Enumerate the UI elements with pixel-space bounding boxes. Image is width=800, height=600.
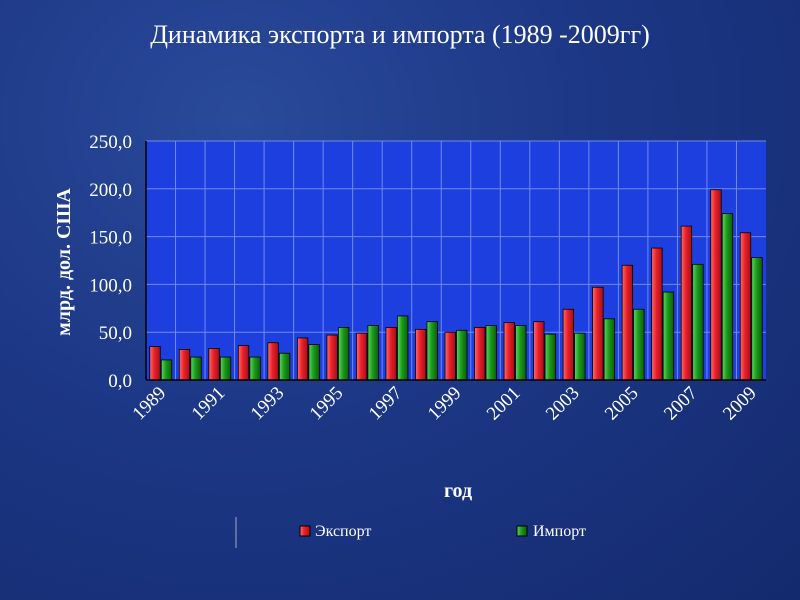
x-tick-label: 2007 xyxy=(660,383,702,425)
legend: Экспорт Импорт xyxy=(299,523,586,540)
bar-export xyxy=(474,327,486,381)
bar-export xyxy=(592,286,604,381)
bar-import xyxy=(249,356,261,381)
bar-import xyxy=(190,356,202,381)
legend-swatch-export xyxy=(299,525,311,537)
bars xyxy=(149,189,763,381)
x-tick-label: 1993 xyxy=(247,383,289,425)
y-tick-label: 150,0 xyxy=(89,228,132,249)
bar-import xyxy=(397,315,409,381)
x-tick-label: 2003 xyxy=(542,383,584,425)
bar-export xyxy=(739,232,752,381)
bar-export xyxy=(237,345,250,381)
bar-import xyxy=(721,213,734,381)
bar-import xyxy=(367,325,379,381)
bar-import xyxy=(485,325,497,381)
bar-export xyxy=(562,308,574,381)
y-tick-label: 200,0 xyxy=(89,180,132,201)
x-axis-title: год xyxy=(444,480,472,502)
slide-title: Динамика экспорта и импорта (1989 -2009г… xyxy=(150,20,650,49)
bar-export xyxy=(326,334,338,381)
bar-import xyxy=(574,332,586,381)
bar-export xyxy=(267,342,279,381)
bar-export xyxy=(178,349,191,381)
bar-import xyxy=(633,308,645,381)
y-tick-label: 50,0 xyxy=(99,323,132,344)
gridlines xyxy=(146,140,766,381)
bar-export xyxy=(503,322,515,381)
bar-export xyxy=(208,348,220,381)
x-tick-label: 1991 xyxy=(188,383,230,425)
y-tick-label: 100,0 xyxy=(89,275,132,296)
bar-import xyxy=(662,291,675,381)
bar-import xyxy=(692,263,704,381)
y-tick-label: 250,0 xyxy=(89,132,132,153)
plot-area xyxy=(146,141,766,380)
legend-label-import: Импорт xyxy=(533,523,586,540)
y-axis-title: млрд. дол. США xyxy=(53,188,75,336)
bar-export xyxy=(651,247,663,381)
x-axis-ticks: 1989 1991 1993 1995 1997 1999 2001 2003 2005 2007… xyxy=(129,383,761,425)
x-tick-label: 1995 xyxy=(306,383,348,425)
x-tick-label: 2005 xyxy=(601,383,643,425)
bar-export xyxy=(356,332,368,381)
bar-import xyxy=(308,344,320,381)
bar-import xyxy=(426,321,438,381)
bar-import xyxy=(515,325,527,381)
x-tick-label: 1989 xyxy=(129,383,171,425)
bar-export xyxy=(296,337,309,381)
legend-label-export: Экспорт xyxy=(315,523,371,540)
bar-export xyxy=(444,331,456,381)
x-tick-label: 1999 xyxy=(424,383,466,425)
bar-export xyxy=(149,346,161,381)
bar-export xyxy=(385,327,397,381)
bar-import xyxy=(544,333,556,381)
bar-export xyxy=(533,321,545,381)
x-tick-label: 2001 xyxy=(483,383,525,425)
x-tick-label: 2009 xyxy=(719,383,761,425)
bar-import xyxy=(338,327,350,381)
bar-import xyxy=(456,329,468,381)
bar-import xyxy=(603,318,616,381)
bar-import xyxy=(278,352,291,381)
bar-import xyxy=(219,356,232,381)
bar-import xyxy=(160,359,173,381)
legend-swatch-import xyxy=(516,525,528,537)
bar-export xyxy=(710,189,722,381)
bar-export xyxy=(680,225,693,381)
y-tick-label: 0,0 xyxy=(108,371,132,392)
x-tick-label: 1997 xyxy=(365,383,407,425)
bar-export xyxy=(415,328,427,381)
bar-export xyxy=(621,264,634,381)
y-axis-ticks: 0,0 50,0 100,0 150,0 200,0 250,0 xyxy=(89,132,132,392)
bar-import xyxy=(751,257,763,381)
